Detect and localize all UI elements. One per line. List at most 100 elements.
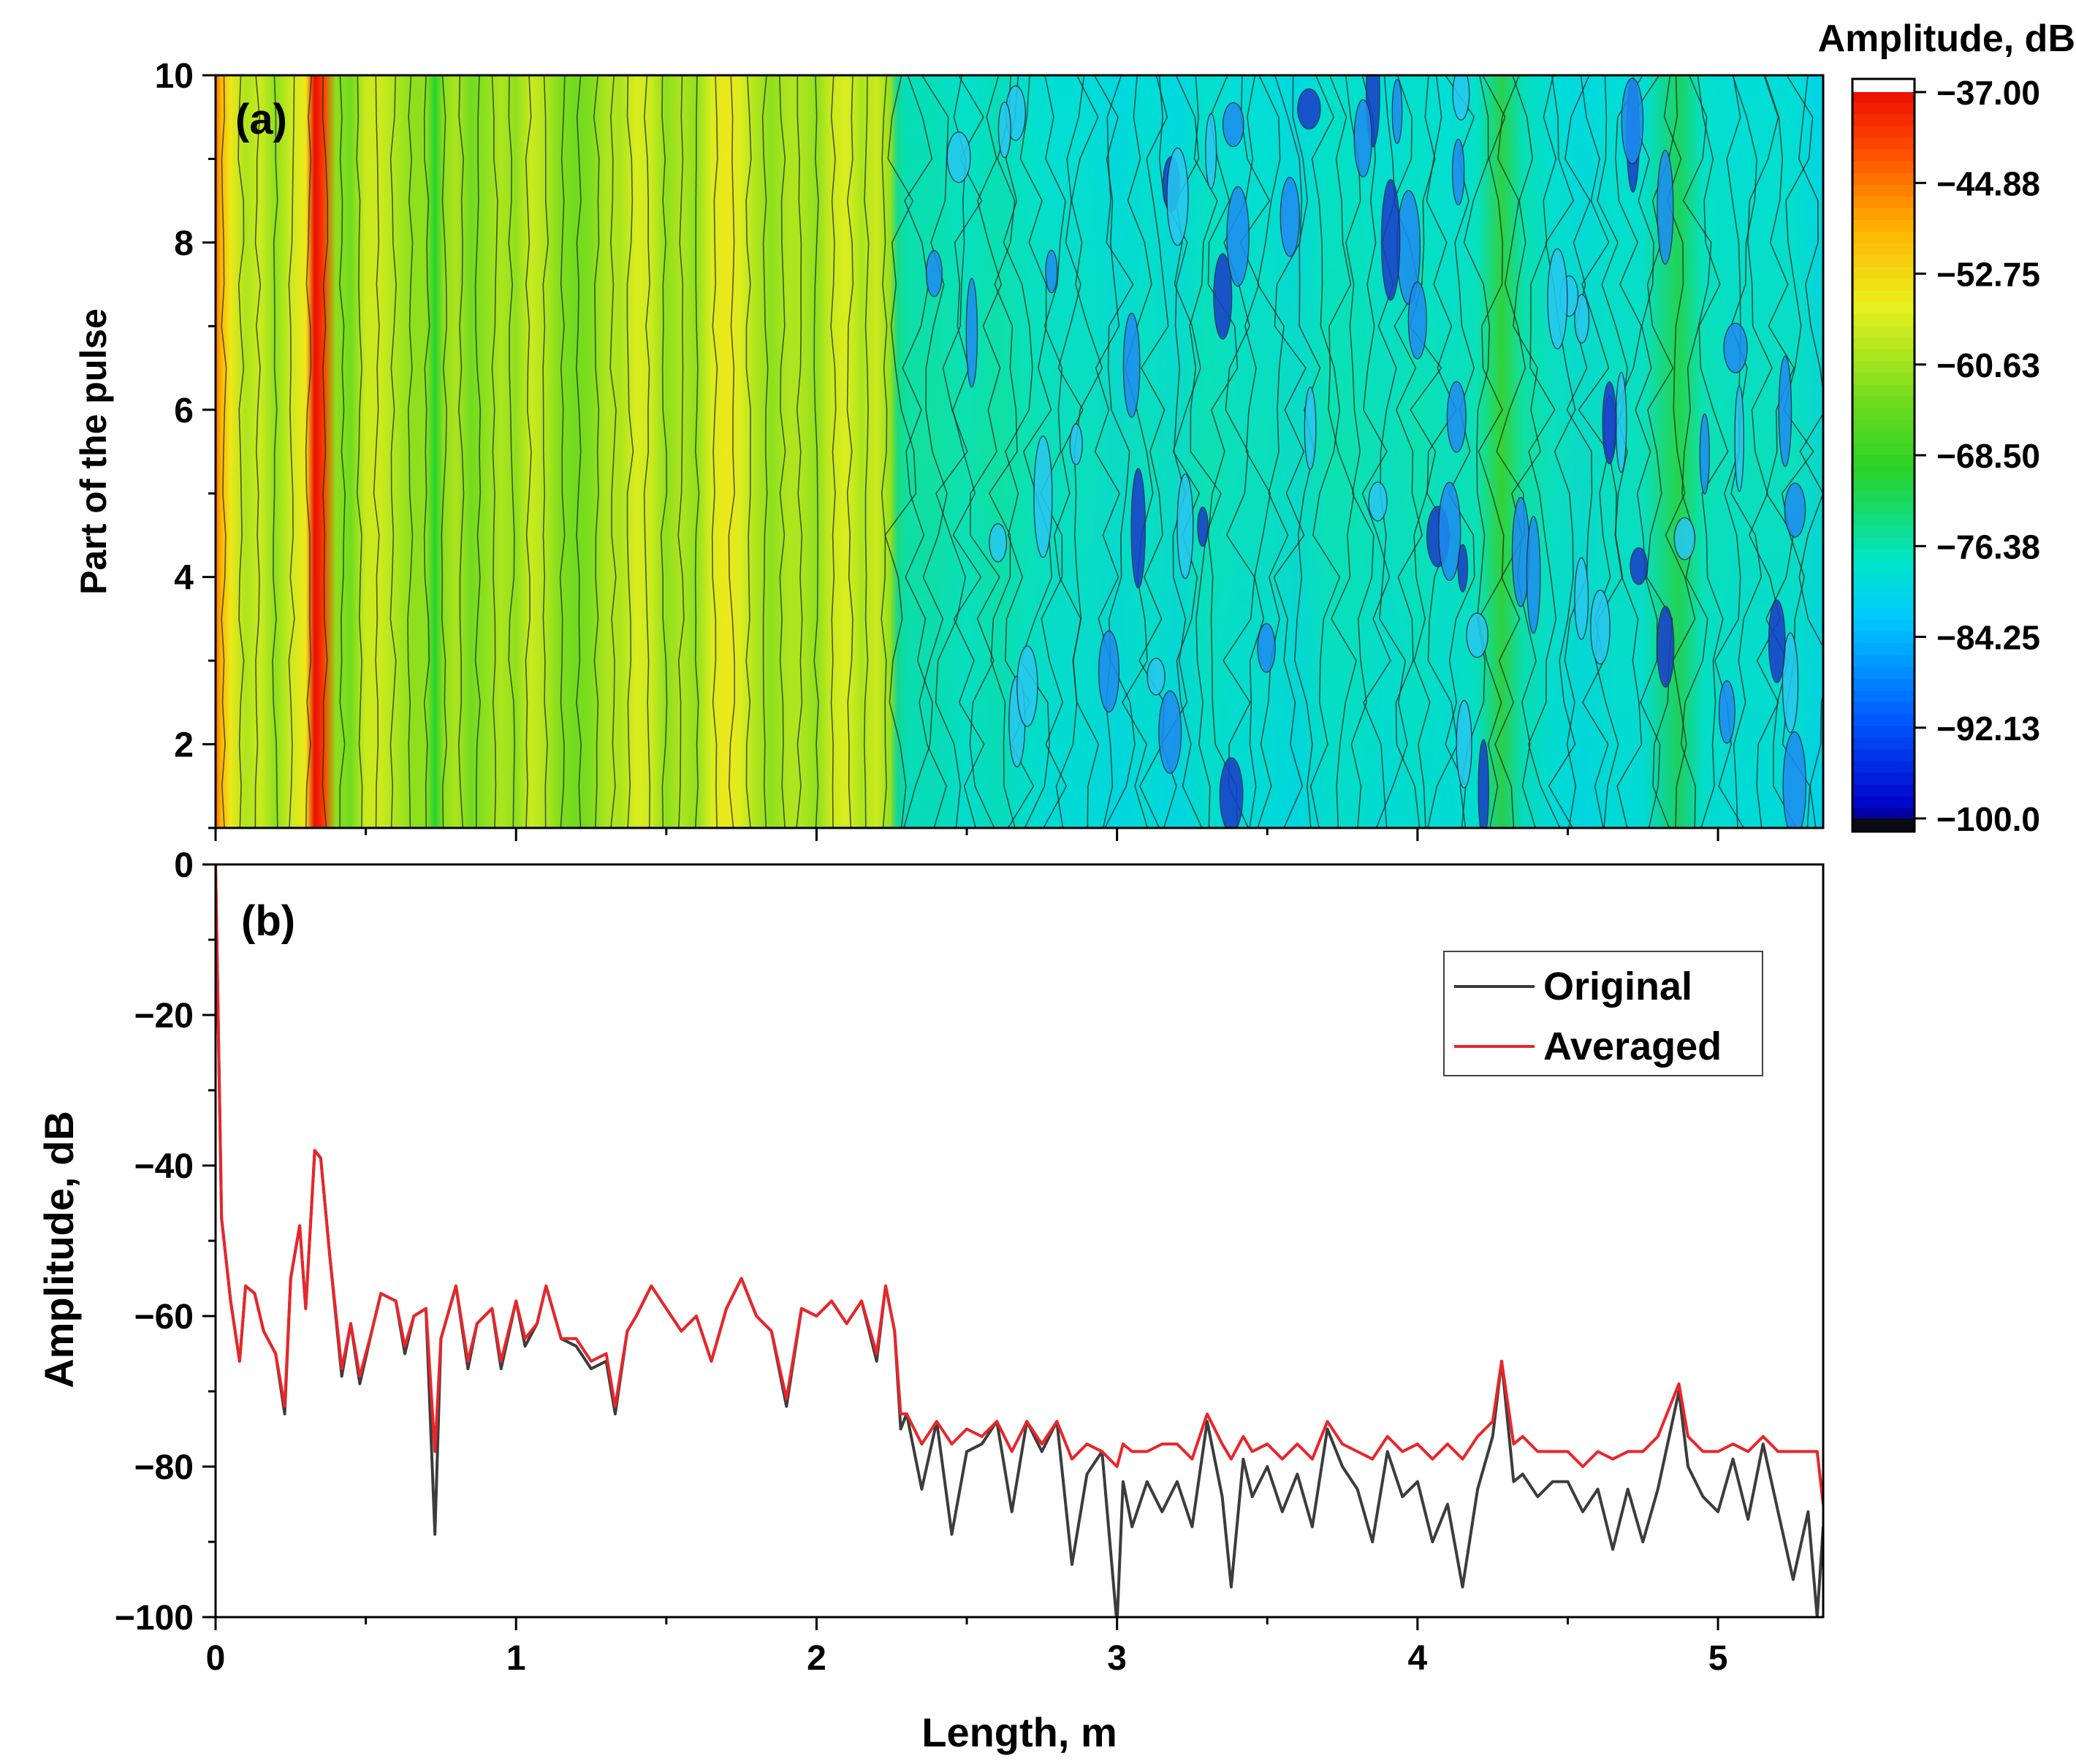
colorbar-band xyxy=(1852,243,1915,256)
colorbar-tick-label: −100.0 xyxy=(1936,800,2040,838)
legend-original-label: Original xyxy=(1543,965,1692,1008)
contour-line xyxy=(1309,75,1341,828)
contour-line xyxy=(745,75,752,828)
contour-line xyxy=(423,75,430,828)
minima-spot xyxy=(1657,606,1675,688)
minima-spot xyxy=(1205,113,1217,189)
minima-spot xyxy=(1768,599,1786,683)
contour-line xyxy=(1630,75,1661,828)
heatmap-y-axis-title: Part of the pulse xyxy=(73,308,114,595)
colorbar-band xyxy=(1852,655,1915,668)
line-y-tick-label: 0 xyxy=(174,846,194,885)
minima-spot xyxy=(1734,385,1744,493)
contour-line xyxy=(796,75,803,828)
minima-spot xyxy=(1391,78,1403,145)
minima-spot xyxy=(1147,658,1166,696)
contour-line xyxy=(272,75,278,828)
minima-spot xyxy=(1213,253,1233,340)
colorbar-band xyxy=(1852,325,1915,338)
minima-spot xyxy=(1222,102,1244,148)
line-x-tick-label: 1 xyxy=(506,1639,526,1678)
colorbar-title: Amplitude, dB xyxy=(1818,18,2075,60)
colorbar-band xyxy=(1852,102,1915,115)
minima-spot xyxy=(997,101,1011,159)
colorbar-band xyxy=(1852,302,1915,315)
colorbar-band xyxy=(1852,737,1915,750)
contour-line xyxy=(221,75,227,828)
colorbar-band xyxy=(1852,443,1915,456)
minima-spot xyxy=(1158,690,1182,774)
colorbar-band xyxy=(1852,349,1915,362)
contour-line xyxy=(559,75,566,828)
minima-spot xyxy=(1589,589,1611,665)
colorbar-band xyxy=(1852,502,1915,515)
minima-spot xyxy=(1069,423,1083,465)
heatmap-frame xyxy=(214,74,1825,829)
minima-spot xyxy=(1615,371,1627,474)
line-y-axis-title: Amplitude, dB xyxy=(36,1111,82,1388)
heatmap-y-tick-label: 2 xyxy=(174,726,194,765)
minima-spot xyxy=(1368,482,1388,522)
contour-line xyxy=(338,75,346,828)
contour-line xyxy=(1207,75,1239,828)
contour-line xyxy=(609,75,617,828)
contour-line xyxy=(237,75,245,828)
colorbar-band xyxy=(1852,384,1915,398)
contour-line xyxy=(491,75,498,828)
colorbar-tick-label: −60.63 xyxy=(1936,346,2040,384)
colorbar-band xyxy=(1852,149,1915,162)
colorbar-band xyxy=(1852,572,1915,585)
contour-line xyxy=(660,75,668,828)
contour-line xyxy=(1545,75,1576,828)
minima-spot xyxy=(1098,630,1119,712)
colorbar-band xyxy=(1852,525,1915,539)
colorbar-band xyxy=(1852,232,1915,245)
minima-spot xyxy=(1380,178,1401,301)
contour-line xyxy=(1239,75,1271,828)
colorbar-band xyxy=(1852,796,1915,809)
minima-spot xyxy=(1452,75,1470,121)
contour-line xyxy=(1798,75,1823,828)
heatmap-panel: 2 4 6 8 10 (a) Part of the pulse xyxy=(73,57,1825,841)
contour-line xyxy=(576,75,582,828)
minima-spot xyxy=(1657,149,1674,265)
minima-spot xyxy=(1630,547,1648,585)
colorbar-ticks: −37.00 −44.88 −52.75 −60.63 −68.50 −76.38 −84.… xyxy=(1915,74,2040,838)
colorbar-band xyxy=(1852,726,1915,739)
contour-line xyxy=(952,75,985,828)
colorbar-band xyxy=(1852,313,1915,327)
colorbar-band xyxy=(1852,361,1915,374)
colorbar-band xyxy=(1852,290,1915,303)
contour-line xyxy=(1257,75,1289,828)
heatmap-y-tick-label: 8 xyxy=(174,224,194,263)
line-x-axis-title: Length, m xyxy=(921,1709,1117,1755)
contour-line xyxy=(988,75,1018,828)
colorbar-band xyxy=(1852,749,1915,762)
contour-line xyxy=(593,75,600,828)
contour-line xyxy=(356,75,363,828)
colorbar-band xyxy=(1852,537,1915,550)
colorbar-band xyxy=(1852,585,1915,597)
line-y-tick-label: −40 xyxy=(134,1147,194,1186)
minima-spot xyxy=(1353,99,1373,178)
minima-spot xyxy=(1280,176,1301,257)
colorbar-band xyxy=(1852,220,1915,233)
colorbar-band xyxy=(1852,91,1915,103)
contour-line xyxy=(373,75,380,828)
colorbar-band xyxy=(1852,549,1915,562)
contour-line xyxy=(1409,75,1442,828)
colorbar-tick-label: −37.00 xyxy=(1936,74,2040,112)
legend-averaged-label: Averaged xyxy=(1543,1024,1722,1068)
contour-line xyxy=(1189,75,1222,828)
minima-spot xyxy=(1547,248,1568,350)
contour-line xyxy=(761,75,769,828)
colorbar-band xyxy=(1852,490,1915,503)
colorbar-band xyxy=(1852,761,1915,774)
heatmap-y-tick-label: 4 xyxy=(174,559,194,598)
colorbar-band xyxy=(1852,772,1915,786)
colorbar-band xyxy=(1852,690,1915,703)
colorbar-band xyxy=(1852,396,1915,409)
contour-line xyxy=(474,75,482,828)
legend: Original Averaged xyxy=(1443,951,1763,1076)
